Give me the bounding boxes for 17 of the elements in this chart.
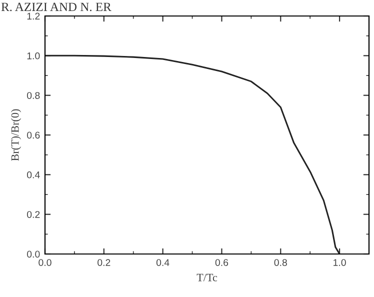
x-tick-label: 0.2 [98,259,110,266]
y-tick-label: 0.4 [27,171,40,178]
y-tick-label: 0.8 [27,92,40,99]
x-tick-label: 0.6 [215,259,228,266]
x-tick-label: 0.0 [38,259,52,266]
y-tick-label: 0.0 [27,250,40,258]
y-tick-label: 1.0 [27,52,40,60]
text: R. AZIZI AND N. ER [1,2,112,12]
x-tick-label: 0.8 [274,259,287,266]
y-tick-label: 0.6 [27,132,40,139]
x-axis-title: T/Tc [196,274,218,282]
x-tick-label: 0.4 [156,259,170,266]
y-tick-label: 0.2 [27,211,40,218]
x-tick-label: 1.0 [334,259,346,266]
line-series [45,54,340,254]
y-axis-title: Br(T)/Br(0) [10,109,22,161]
y-tick-label: 1.2 [27,12,40,20]
